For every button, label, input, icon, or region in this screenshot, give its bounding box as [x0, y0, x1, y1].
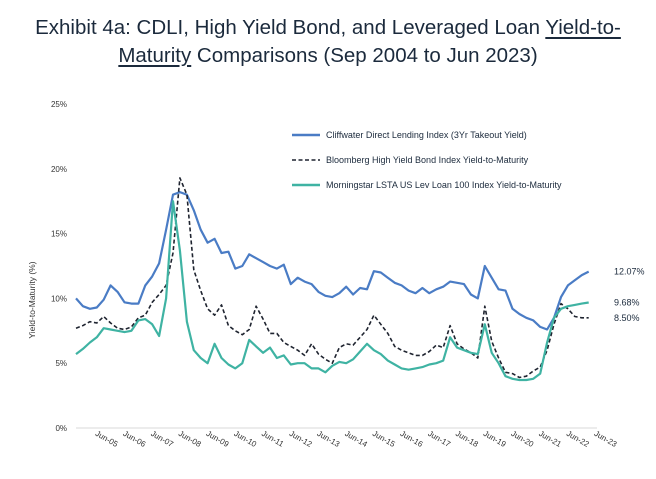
- y-axis-label: Yield-to-Maturity (%): [27, 261, 37, 338]
- y-tick-label: 0%: [55, 424, 67, 433]
- x-tick-label: Jun-07: [149, 429, 175, 449]
- x-tick-label: Jun-19: [482, 429, 508, 449]
- y-tick-label: 10%: [51, 294, 67, 303]
- series-line-3: [75, 200, 589, 382]
- x-tick-label: Jun-09: [205, 429, 231, 449]
- y-tick-label: 20%: [51, 165, 67, 174]
- legend-label-3: Morningstar LSTA US Lev Loan 100 Index Y…: [326, 180, 562, 190]
- x-tick-label: Jun-05: [94, 429, 120, 449]
- legend-label-1: Cliffwater Direct Lending Index (3Yr Tak…: [326, 130, 527, 140]
- x-tick-label: Jun-18: [454, 429, 480, 449]
- y-tick-label: 5%: [55, 359, 67, 368]
- x-axis-ticks: Jun-05 Jun-06 Jun-07 Jun-08 Jun-09 Jun-10 Jun-…: [94, 429, 619, 449]
- chart-title-link-1[interactable]: Yield-to-: [545, 16, 621, 39]
- x-tick-label: Jun-21: [537, 429, 563, 449]
- x-tick-label: Jun-14: [343, 429, 369, 449]
- legend: Cliffwater Direct Lending Index (3Yr Tak…: [292, 130, 562, 190]
- x-tick-label: Jun-08: [177, 429, 203, 449]
- x-tick-label: Jun-12: [288, 429, 314, 449]
- x-tick-label: Jun-16: [399, 429, 425, 449]
- y-axis-ticks: 0% 5% 10% 15% 20% 25%: [51, 100, 67, 433]
- end-value-label-3: 9.68%: [614, 298, 640, 308]
- x-tick-label: Jun-20: [509, 429, 535, 449]
- end-value-label-1: 12.07%: [614, 267, 645, 277]
- chart-title-line-1: Exhibit 4a: CDLI, High Yield Bond, and L…: [0, 14, 656, 42]
- x-tick-label: Jun-23: [593, 429, 619, 449]
- x-tick-label: Jun-15: [371, 429, 397, 449]
- x-tick-label: Jun-11: [260, 429, 286, 449]
- end-value-label-2: 8.50%: [614, 313, 640, 323]
- x-tick-label: Jun-06: [121, 429, 147, 449]
- chart-title-text-1: Exhibit 4a: CDLI, High Yield Bond, and L…: [35, 16, 546, 39]
- x-tick-label: Jun-10: [232, 429, 258, 449]
- chart-title-text-2: Comparisons (Sep 2004 to Jun 2023): [191, 44, 538, 67]
- chart-title-line-2: Maturity Comparisons (Sep 2004 to Jun 20…: [0, 42, 656, 70]
- end-labels: 12.07% 8.50% 9.68%: [614, 267, 645, 323]
- series-line-1: [75, 191, 590, 331]
- series-line-2: [75, 177, 589, 379]
- legend-label-2: Bloomberg High Yield Bond Index Yield-to…: [326, 155, 529, 165]
- x-tick-label: Jun-22: [565, 429, 591, 449]
- x-tick-label: Jun-17: [426, 429, 452, 449]
- y-tick-label: 25%: [51, 100, 67, 109]
- chart-title-link-2[interactable]: Maturity: [118, 44, 192, 67]
- y-tick-label: 15%: [51, 230, 67, 239]
- series-layer: [75, 177, 590, 382]
- x-tick-label: Jun-13: [315, 429, 341, 449]
- chart-title: Exhibit 4a: CDLI, High Yield Bond, and L…: [0, 14, 656, 70]
